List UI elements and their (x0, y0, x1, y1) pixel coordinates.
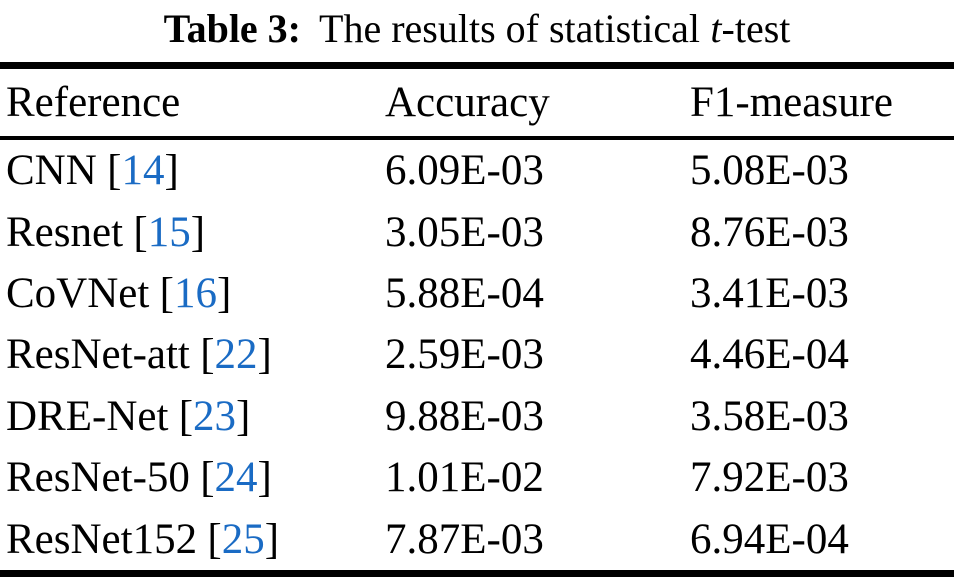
reference-cell: CoVNet [16] (6, 269, 385, 318)
table-row: ResNet152 [25] 7.87E-03 6.94E-04 (0, 508, 954, 569)
reference-cell: CNN [14] (6, 146, 385, 195)
table-caption-italic-term: t (710, 6, 722, 51)
citation-open-bracket: [ (107, 147, 122, 195)
table-row: CNN [14] 6.09E-03 5.08E-03 (0, 140, 954, 201)
f1-measure-cell: 6.94E-04 (690, 515, 849, 563)
column-header-f1-measure: F1-measure (690, 79, 893, 126)
f1-measure-cell: 4.46E-04 (690, 331, 849, 379)
reference-cell: DRE-Net [23] (6, 392, 385, 441)
table-row: Resnet [15] 3.05E-03 8.76E-03 (0, 201, 954, 262)
reference-cell: Resnet [15] (6, 208, 385, 257)
table-row: DRE-Net [23] 9.88E-03 3.58E-03 (0, 386, 954, 447)
accuracy-cell: 6.09E-03 (385, 147, 544, 195)
f1-measure-cell: 3.41E-03 (690, 269, 849, 317)
table-row: ResNet-50 [24] 1.01E-02 7.92E-03 (0, 447, 954, 508)
reference-name: Resnet (6, 208, 124, 256)
table-header-rule (0, 136, 954, 140)
citation-open-bracket: [ (200, 454, 215, 502)
column-header-accuracy: Accuracy (385, 79, 550, 126)
accuracy-cell: 3.05E-03 (385, 208, 544, 256)
table-row: ResNet-att [22] 2.59E-03 4.46E-04 (0, 324, 954, 385)
column-header-reference: Reference (6, 79, 181, 126)
citation-link[interactable]: 23 (193, 392, 237, 440)
citation-close-bracket: ] (264, 515, 280, 563)
table-bottom-rule (0, 569, 954, 577)
f1-measure-cell: 5.08E-03 (690, 147, 849, 195)
citation-link[interactable]: 16 (173, 269, 217, 317)
table-row: CoVNet [16] 5.88E-04 3.41E-03 (0, 263, 954, 324)
citation-open-bracket: [ (200, 331, 215, 379)
f1-measure-cell: 8.76E-03 (690, 208, 849, 256)
reference-name: CNN (6, 147, 97, 195)
accuracy-cell: 2.59E-03 (385, 331, 544, 379)
table-body: CNN [14] 6.09E-03 5.08E-03 Resnet [15] 3.0… (0, 140, 954, 570)
citation-link[interactable]: 22 (214, 331, 258, 379)
reference-cell: ResNet152 [25] (6, 515, 385, 564)
reference-name: ResNet152 (6, 515, 198, 563)
citation-close-bracket: ] (164, 147, 179, 195)
accuracy-cell: 5.88E-04 (385, 269, 544, 317)
reference-name: ResNet-att (6, 331, 190, 379)
citation-open-bracket: [ (133, 208, 148, 256)
citation-close-bracket: ] (236, 392, 251, 440)
table-header-row: Reference Accuracy F1-measure (0, 69, 954, 136)
citation-link[interactable]: 24 (214, 454, 258, 502)
f1-measure-cell: 7.92E-03 (690, 454, 849, 502)
citation-close-bracket: ] (257, 454, 272, 502)
citation-close-bracket: ] (216, 269, 232, 317)
table-caption-suffix: -test (721, 6, 791, 51)
citation-open-bracket: [ (178, 392, 194, 440)
reference-name: CoVNet (6, 269, 150, 317)
citation-close-bracket: ] (257, 331, 272, 379)
reference-name: DRE-Net (6, 392, 169, 440)
citation-link[interactable]: 15 (147, 208, 191, 256)
table-caption-text: The results of statistical (319, 6, 701, 51)
citation-link[interactable]: 14 (121, 147, 165, 195)
citation-link[interactable]: 25 (221, 515, 265, 563)
accuracy-cell: 9.88E-03 (385, 392, 544, 440)
accuracy-cell: 1.01E-02 (385, 454, 544, 502)
table-top-rule (0, 62, 954, 69)
citation-open-bracket: [ (159, 269, 174, 317)
citation-close-bracket: ] (190, 208, 206, 256)
reference-cell: ResNet-att [22] (6, 330, 385, 379)
f1-measure-cell: 3.58E-03 (690, 392, 849, 440)
table-caption-label: Table 3: (163, 6, 302, 51)
accuracy-cell: 7.87E-03 (385, 515, 544, 563)
citation-open-bracket: [ (207, 515, 222, 563)
reference-name: ResNet-50 (6, 454, 190, 502)
table-caption: Table 3: The results of statistical t-test (0, 0, 954, 62)
reference-cell: ResNet-50 [24] (6, 453, 385, 502)
